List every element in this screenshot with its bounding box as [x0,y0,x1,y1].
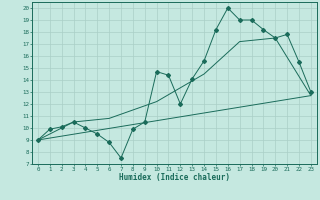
X-axis label: Humidex (Indice chaleur): Humidex (Indice chaleur) [119,173,230,182]
